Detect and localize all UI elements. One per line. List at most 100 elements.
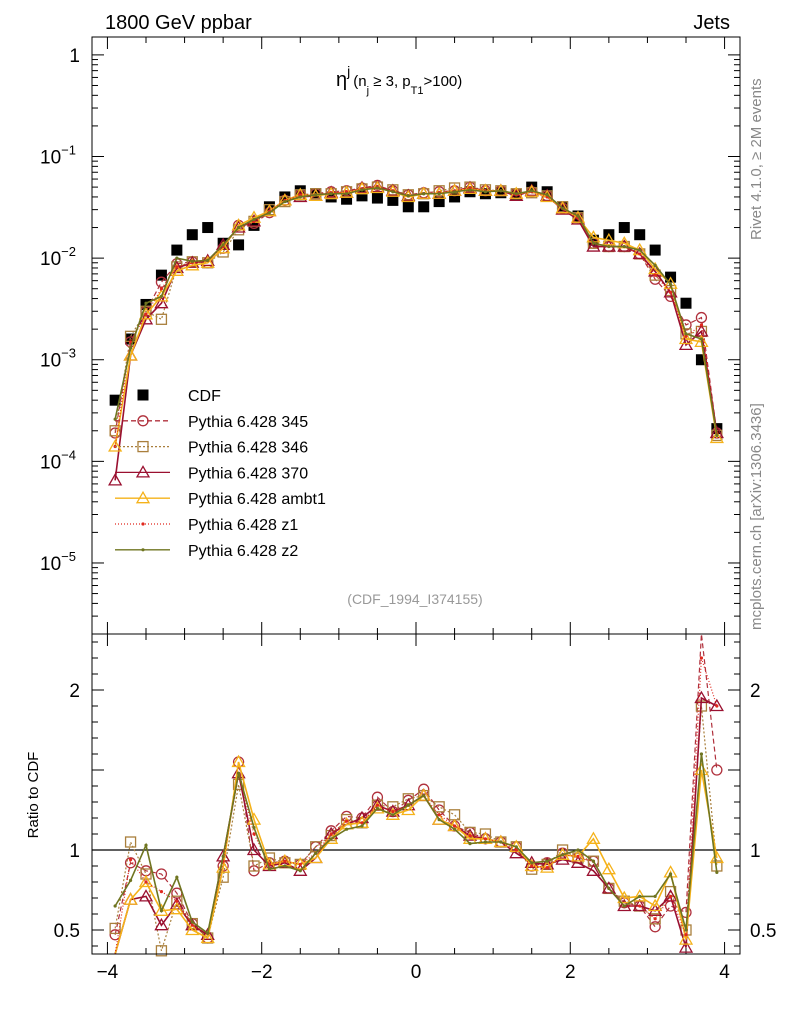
point-z1 <box>437 813 441 817</box>
point-p346 <box>171 895 183 907</box>
y-tick-label: 10−5 <box>40 549 76 575</box>
point-z2 <box>144 843 148 847</box>
point-p370 <box>154 295 169 309</box>
point-ambt1 <box>200 930 215 944</box>
point-p370 <box>108 473 123 486</box>
point-p370 <box>709 698 724 712</box>
legend-label-z2: Pythia 6.428 z2 <box>188 543 298 560</box>
point-ambt1 <box>570 210 586 223</box>
series-line-z2 <box>114 753 718 935</box>
point-z2 <box>128 878 133 883</box>
point-z2 <box>560 853 565 857</box>
point-ambt1 <box>354 181 370 195</box>
header-left: 1800 GeV ppbar <box>105 12 252 34</box>
point-z2 <box>499 840 503 844</box>
ratio-frame <box>91 633 741 955</box>
point-cdf <box>433 196 445 208</box>
header-right: Jets <box>693 12 730 34</box>
point-p346 <box>232 778 245 791</box>
point-z2 <box>267 867 272 871</box>
point-p345 <box>155 868 168 880</box>
point-p370 <box>632 898 647 912</box>
point-z2 <box>638 248 642 252</box>
point-ambt1 <box>432 812 447 825</box>
point-z1 <box>298 862 302 867</box>
point-p370 <box>586 863 601 876</box>
series-line-p346 <box>114 705 718 951</box>
point-z2 <box>236 225 241 230</box>
point-p346 <box>124 836 137 848</box>
point-z1 <box>576 854 580 859</box>
point-p370 <box>678 940 694 953</box>
point-z2 <box>391 813 395 817</box>
y-tick-label: 10−1 <box>40 143 76 169</box>
point-z1 <box>715 704 719 708</box>
point-z2 <box>360 824 364 828</box>
point-cdf <box>418 201 430 213</box>
point-cdf <box>356 190 368 202</box>
side-text-top: Rivet 4.1.0, ≥ 2M events <box>748 78 765 240</box>
legend-label-z1: Pythia 6.428 z1 <box>188 517 298 534</box>
point-cdf <box>680 297 692 309</box>
point-z1 <box>638 252 642 256</box>
point-z1 <box>653 273 657 277</box>
point-ambt1 <box>678 331 694 345</box>
point-ambt1 <box>123 892 138 905</box>
point-ambt1 <box>169 901 184 915</box>
point-ambt1 <box>663 276 678 289</box>
point-ambt1 <box>416 788 431 801</box>
point-cdf <box>634 229 646 241</box>
point-z1 <box>638 904 642 908</box>
legend-marker-z1 <box>141 522 145 526</box>
observable-label: ηj(nj ≥ 3, pT1>100) <box>336 63 462 97</box>
point-cdf <box>202 222 214 234</box>
point-z2 <box>715 433 719 438</box>
point-p346 <box>433 185 445 197</box>
point-cdf <box>109 394 121 406</box>
point-p370 <box>586 239 601 252</box>
point-z2 <box>452 827 457 831</box>
y-tick-label: 1 <box>69 841 80 862</box>
legend-marker-p370 <box>135 465 151 478</box>
point-z2 <box>406 194 410 198</box>
point-z1 <box>530 864 534 868</box>
point-z1 <box>159 890 164 894</box>
point-cdf <box>371 192 383 204</box>
point-p346 <box>433 801 445 813</box>
point-z2 <box>638 894 642 899</box>
point-ambt1 <box>648 898 663 912</box>
point-z2 <box>113 904 117 908</box>
point-z2 <box>283 199 287 204</box>
point-p346 <box>279 195 291 208</box>
point-z1 <box>468 834 472 838</box>
y-tick-label-right: 0.5 <box>750 921 776 942</box>
point-ambt1 <box>709 430 724 444</box>
legend-marker-cdf <box>137 389 149 401</box>
point-p346 <box>155 945 168 957</box>
point-z2 <box>375 806 380 811</box>
point-z2 <box>607 244 611 249</box>
point-z2 <box>190 920 194 924</box>
point-z2 <box>252 826 256 830</box>
point-p370 <box>663 889 678 902</box>
point-z2 <box>622 904 626 908</box>
point-z1 <box>452 824 457 828</box>
point-z1 <box>375 803 380 807</box>
legend-marker-z2 <box>141 548 145 552</box>
point-z2 <box>329 192 333 196</box>
observable-sup: j <box>346 63 350 79</box>
point-ambt1 <box>601 861 616 875</box>
y-tick-label-right: 1 <box>750 841 761 862</box>
point-p345 <box>711 764 723 776</box>
point-ambt1 <box>185 257 200 271</box>
point-z2 <box>221 854 225 859</box>
legend-label-ambt1: Pythia 6.428 ambt1 <box>188 491 326 508</box>
point-ambt1 <box>694 762 709 776</box>
point-ambt1 <box>524 858 539 872</box>
point-p345 <box>695 311 708 324</box>
legend-label-p370: Pythia 6.428 370 <box>188 465 308 482</box>
point-z2 <box>375 186 380 190</box>
legend-marker-p346 <box>137 440 149 453</box>
ratio-ylabel: Ratio to CDF <box>25 752 42 839</box>
point-ambt1 <box>185 922 200 936</box>
